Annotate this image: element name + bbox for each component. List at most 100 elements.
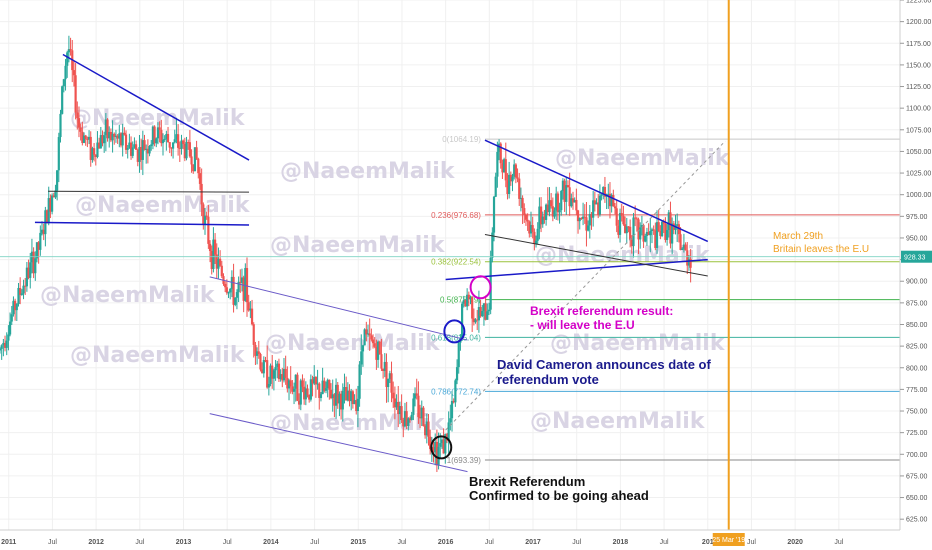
candle-body: [316, 383, 319, 385]
candle-body: [42, 229, 45, 235]
candle-body: [133, 144, 136, 148]
time-tick-label: 2017: [525, 539, 541, 546]
candle-body: [79, 127, 82, 132]
candle-body: [141, 140, 144, 160]
price-tick-label: 1150.00: [906, 62, 931, 69]
candle-body: [5, 340, 8, 348]
candle-body: [232, 276, 235, 305]
candle-body: [284, 368, 287, 378]
candle-body: [224, 283, 227, 288]
price-tick-label: 800.00: [906, 365, 928, 372]
annotation-march-line2: Britain leaves the E.U: [773, 244, 869, 255]
candle-body: [492, 196, 496, 233]
candle-body: [390, 373, 393, 393]
candle-body: [94, 154, 97, 157]
price-tick-label: 950.00: [906, 235, 928, 242]
candle-body: [464, 300, 467, 307]
candle-body: [343, 386, 346, 391]
candle-body: [56, 170, 59, 191]
candle-body: [595, 202, 598, 205]
candle-body: [287, 380, 291, 389]
candle-body: [412, 398, 415, 415]
price-tick-label: 1175.00: [906, 41, 931, 48]
candle-body: [432, 446, 435, 453]
time-tick-label: Jul: [660, 539, 669, 546]
candle-body: [292, 388, 296, 392]
candle-body: [368, 333, 371, 336]
candle-body: [603, 186, 607, 197]
candle-body: [511, 176, 514, 182]
annotation-result-line1: Brexit referendum result:: [530, 304, 673, 318]
candle-body: [180, 140, 183, 149]
fib-level-label: 0.5(878.79): [440, 296, 481, 305]
candle-body: [639, 227, 642, 240]
candle-body: [187, 142, 190, 144]
candle-body: [563, 180, 566, 202]
candle-body: [531, 225, 534, 232]
candle-body: [627, 226, 630, 228]
candle-body: [198, 173, 202, 184]
candle-body: [274, 366, 277, 371]
candle-body: [676, 224, 679, 226]
candle-body: [657, 222, 660, 232]
candle-body: [568, 187, 571, 207]
candle-body: [319, 394, 323, 398]
price-tick-label: 650.00: [906, 495, 928, 502]
candle-body: [67, 49, 70, 53]
price-tick-label: 1100.00: [906, 106, 931, 113]
candle-body: [669, 212, 672, 244]
candle-body: [674, 225, 677, 230]
candle-body: [286, 377, 289, 389]
candle-body: [682, 244, 686, 249]
candle-body: [548, 200, 551, 213]
candle-body: [135, 144, 138, 150]
candle-body: [34, 258, 37, 274]
watermark-text: @NaeemMalik: [280, 159, 456, 184]
candle-body: [155, 138, 158, 144]
candle-body: [148, 146, 151, 154]
candle-body: [39, 232, 42, 250]
candle-body: [165, 133, 168, 140]
candle-body: [417, 395, 420, 418]
candle-body: [192, 164, 195, 172]
candlestick-series: [0, 35, 692, 473]
candle-body: [247, 302, 250, 311]
candle-body: [632, 217, 635, 247]
candle-body: [234, 297, 237, 305]
candle-body: [422, 407, 425, 427]
candle-body: [590, 214, 593, 218]
candle-body: [25, 267, 28, 287]
candle-body: [408, 418, 412, 420]
candle-body: [662, 221, 665, 224]
candle-body: [402, 419, 405, 427]
candle-body: [193, 147, 197, 172]
candle-body: [217, 258, 220, 269]
candle-body: [264, 360, 267, 362]
candle-body: [210, 250, 213, 270]
candle-body: [200, 183, 203, 205]
candle-body: [356, 398, 360, 412]
candle-body: [244, 268, 247, 301]
candle-body: [69, 49, 72, 51]
time-tick-label: Jul: [135, 539, 144, 546]
candle-body: [17, 287, 20, 305]
candle-body: [620, 213, 623, 216]
candle-body: [654, 230, 657, 248]
candle-body: [237, 281, 240, 293]
watermark-text: @NaeemMalik: [555, 146, 731, 171]
candle-body: [504, 159, 507, 181]
candle-body: [365, 329, 368, 335]
candle-body: [309, 379, 312, 400]
candle-body: [677, 224, 680, 235]
candle-body: [346, 390, 349, 401]
candle-body: [610, 194, 613, 207]
candle-body: [87, 136, 91, 140]
candle-body: [361, 345, 365, 352]
candle-body: [182, 140, 185, 144]
trend-line: [209, 413, 468, 473]
candle-body: [326, 379, 329, 389]
candle-body: [523, 208, 526, 215]
candle-body: [49, 198, 52, 212]
trend-line: [484, 139, 709, 243]
candle-body: [328, 379, 331, 390]
